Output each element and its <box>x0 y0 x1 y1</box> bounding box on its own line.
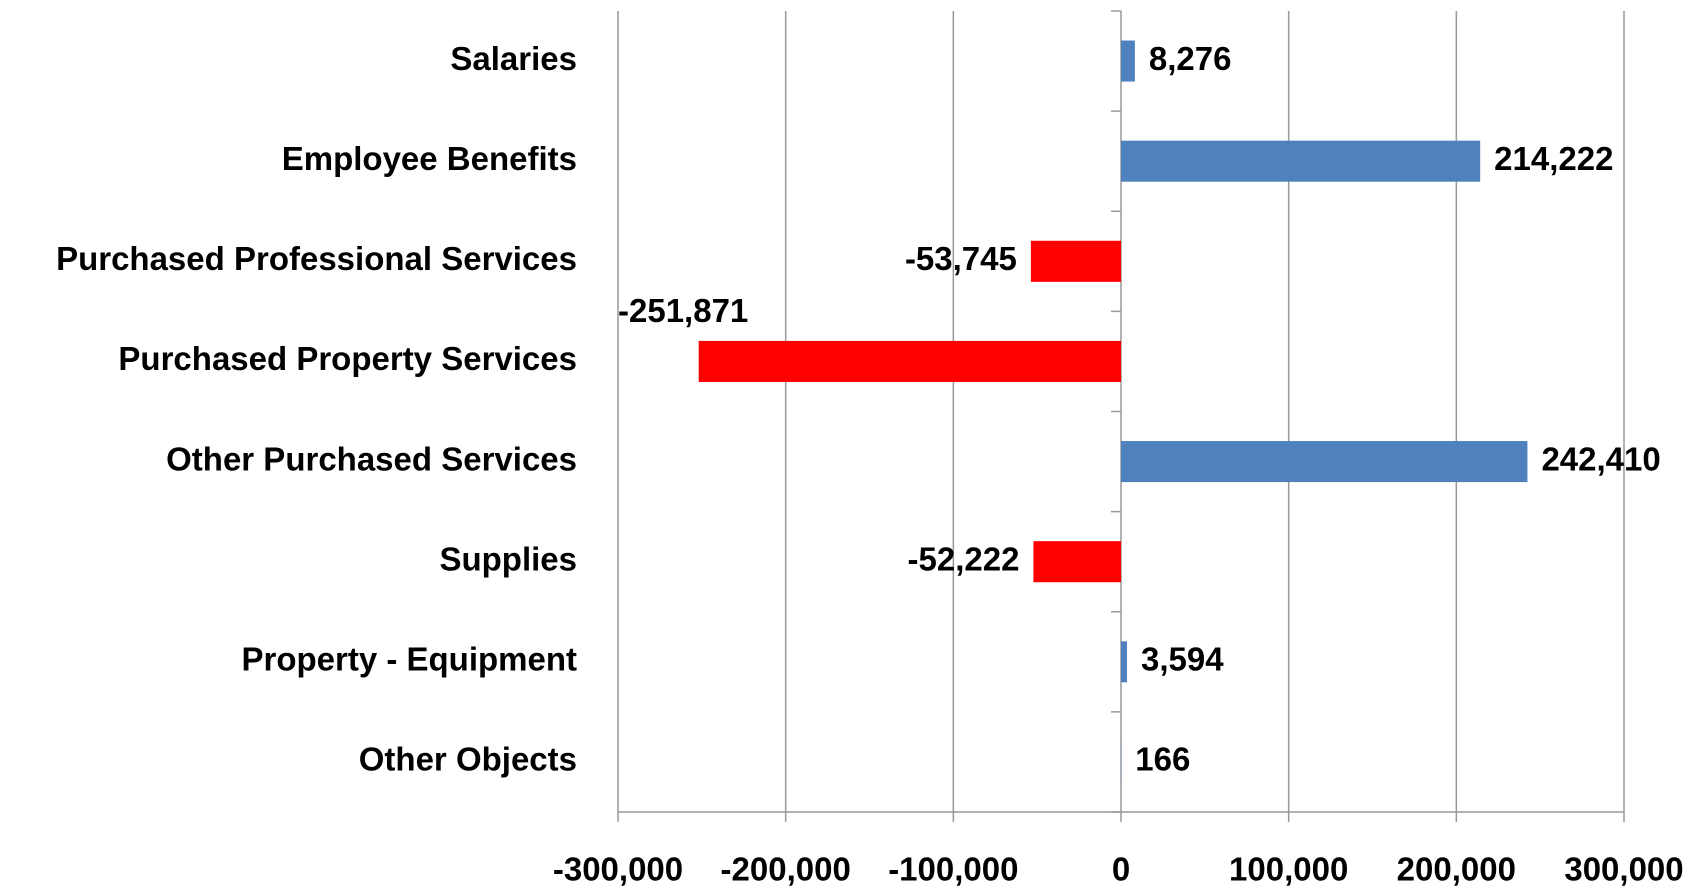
data-label: -251,871 <box>618 292 748 329</box>
y-tick-label: Supplies <box>439 540 577 577</box>
x-tick-label: -300,000 <box>553 851 683 888</box>
data-label: -52,222 <box>908 540 1020 577</box>
bar <box>1121 441 1528 483</box>
y-tick-label: Other Objects <box>359 741 577 778</box>
y-tick-label: Employee Benefits <box>282 140 577 177</box>
y-tick-label: Purchased Property Services <box>118 340 577 377</box>
x-tick-label: -100,000 <box>888 851 1018 888</box>
x-tick-label: 200,000 <box>1397 851 1516 888</box>
bar <box>1030 240 1121 282</box>
data-label: 166 <box>1135 741 1190 778</box>
y-tick-label: Salaries <box>450 40 577 77</box>
bar <box>1121 641 1128 683</box>
data-label: 214,222 <box>1494 140 1613 177</box>
y-tick-label: Other Purchased Services <box>166 440 577 477</box>
x-tick-label: -200,000 <box>721 851 851 888</box>
data-label: 8,276 <box>1149 40 1232 77</box>
x-tick-label: 100,000 <box>1229 851 1348 888</box>
y-tick-label: Property - Equipment <box>241 641 577 678</box>
bar <box>698 340 1121 382</box>
x-tick-label: 300,000 <box>1564 851 1683 888</box>
y-tick-label: Purchased Professional Services <box>56 240 577 277</box>
bar <box>1121 140 1481 182</box>
data-label: 242,410 <box>1541 440 1660 477</box>
x-tick-label: 0 <box>1112 851 1130 888</box>
bar <box>1121 40 1135 82</box>
bar <box>1033 541 1121 583</box>
data-label: 3,594 <box>1141 641 1224 678</box>
data-label: -53,745 <box>905 240 1017 277</box>
